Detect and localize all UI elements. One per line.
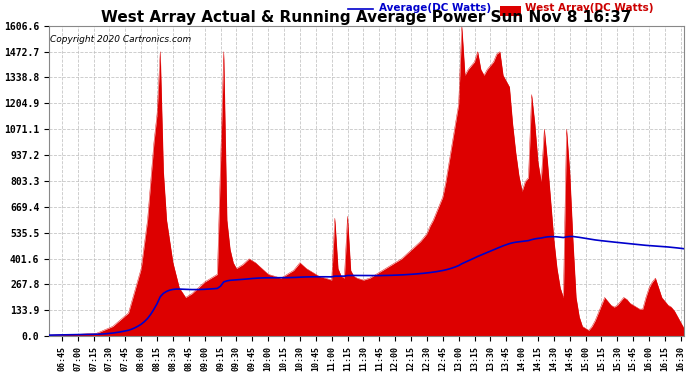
- Text: Copyright 2020 Cartronics.com: Copyright 2020 Cartronics.com: [50, 35, 192, 44]
- Text: West Array(DC Watts): West Array(DC Watts): [525, 3, 654, 13]
- Title: West Array Actual & Running Average Power Sun Nov 8 16:37: West Array Actual & Running Average Powe…: [101, 9, 632, 24]
- Text: Average(DC Watts): Average(DC Watts): [380, 3, 491, 13]
- FancyBboxPatch shape: [500, 6, 521, 16]
